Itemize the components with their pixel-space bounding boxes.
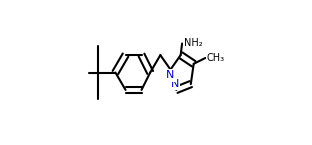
- Text: N: N: [171, 79, 179, 89]
- Text: CH₃: CH₃: [207, 53, 225, 63]
- Text: N: N: [166, 70, 175, 80]
- Text: NH₂: NH₂: [183, 39, 202, 48]
